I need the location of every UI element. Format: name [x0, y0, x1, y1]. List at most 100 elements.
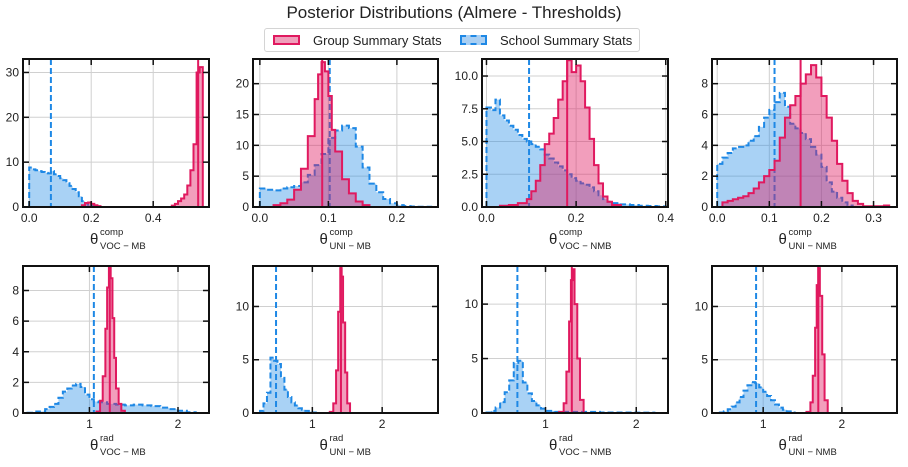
legend-label-group: Group Summary Stats	[313, 32, 442, 48]
y-tick-label: 7.5	[461, 102, 478, 116]
x-label-subscript: VOC − NMB	[559, 447, 612, 458]
x-tick-label: 0.1	[761, 211, 778, 225]
x-axis-label: θ comp UNI − NMB	[779, 227, 837, 252]
x-axis-label: θ comp VOC − MB	[90, 227, 146, 252]
y-tick-label: 5	[471, 352, 478, 366]
y-tick-label: 5	[242, 353, 249, 367]
y-tick-label: 15	[236, 108, 250, 122]
y-tick-label: 10	[6, 155, 20, 169]
axes-frame	[252, 58, 439, 208]
x-tick-label: 0.3	[865, 211, 882, 225]
legend: Group Summary Stats School Summary Stats	[264, 28, 640, 52]
hist-fill-school	[486, 99, 666, 207]
x-label-symbol: θ	[90, 231, 98, 248]
hist-outline-group	[272, 61, 371, 207]
axes-frame	[22, 265, 210, 414]
y-tick-label: 6	[701, 108, 708, 122]
plot-area	[716, 59, 891, 207]
x-label-superscript: rad	[789, 433, 803, 444]
x-label-superscript: rad	[559, 433, 573, 444]
x-label-superscript: comp	[330, 227, 353, 238]
hist-fill-group	[329, 268, 351, 413]
x-label-symbol: θ	[779, 437, 787, 454]
hist-outline-group	[80, 66, 204, 207]
x-label-symbol: θ	[90, 437, 98, 454]
x-tick-label: 1	[86, 417, 93, 431]
x-label-subscript: UNI − MB	[330, 447, 371, 458]
y-tick-label: 4	[701, 138, 708, 152]
hist-fill-group	[499, 60, 621, 207]
axes-frame	[711, 265, 898, 414]
panel-top-2: 0.0 0.1 0.2 0 5 10 15 20 θ comp UNI − MB	[236, 58, 439, 252]
x-tick-label: 1	[309, 417, 316, 431]
plot-area	[28, 59, 204, 207]
axes-frame	[711, 58, 898, 208]
hist-outline-school	[485, 359, 656, 413]
x-tick-label: 0.2	[83, 211, 100, 225]
y-tick-label: 0	[12, 200, 19, 214]
hist-fill-school	[717, 92, 853, 207]
x-tick-label: 2	[633, 417, 640, 431]
y-tick-label: 10.0	[455, 69, 479, 83]
x-tick-label: 2	[175, 417, 182, 431]
x-tick-label: 0.2	[389, 211, 406, 225]
plot-area	[258, 266, 352, 413]
axes-frame	[252, 265, 439, 414]
y-tick-label: 2	[701, 169, 708, 183]
axes-frame	[481, 265, 669, 414]
x-tick-label: 2	[379, 417, 386, 431]
x-label-subscript: VOC − NMB	[559, 241, 612, 252]
x-axis-label: θ rad UNI − MB	[320, 433, 371, 458]
x-label-symbol: θ	[779, 231, 787, 248]
x-tick-label: 0.1	[320, 211, 337, 225]
y-tick-label: 10	[695, 299, 709, 313]
figure-title: Posterior Distributions (Almere - Thresh…	[286, 3, 622, 22]
panel-top-3: 0.0 0.2 0.4 0.0 2.5 5.0 7.5 10.0 θ comp VOC − NMB	[455, 58, 674, 252]
y-tick-label: 0.0	[461, 200, 478, 214]
hist-fill-school	[29, 167, 101, 207]
y-tick-label: 0	[242, 200, 249, 214]
x-tick-label: 0.0	[478, 211, 495, 225]
hist-fill-group	[806, 268, 828, 413]
y-tick-label: 0	[471, 406, 478, 420]
hist-fill-group	[81, 67, 203, 207]
plot-area	[485, 59, 667, 207]
hist-fill-school	[259, 357, 316, 413]
y-tick-label: 20	[236, 77, 250, 91]
x-tick-label: 0.0	[21, 211, 38, 225]
x-label-symbol: θ	[549, 437, 557, 454]
hist-outline-school	[716, 91, 854, 207]
hist-outline-school	[258, 124, 433, 207]
x-tick-label: 1	[760, 417, 767, 431]
y-tick-label: 8	[12, 284, 19, 298]
x-axis-label: θ rad VOC − NMB	[549, 433, 612, 458]
x-tick-label: 0.4	[657, 211, 674, 225]
panel-bottom-1: 1 2 0 2 4 6 8 θ rad VOC − MB	[12, 265, 210, 458]
x-tick-label: 1	[542, 417, 549, 431]
x-label-symbol: θ	[320, 231, 328, 248]
panel-top-1: 0.0 0.2 0.4 0 10 20 30 θ comp VOC − MB	[6, 58, 210, 252]
x-label-superscript: rad	[330, 433, 344, 444]
x-tick-label: 0.4	[145, 211, 162, 225]
hist-outline-group	[498, 59, 622, 207]
x-label-superscript: comp	[100, 227, 123, 238]
y-tick-label: 20	[6, 110, 20, 124]
x-label-subscript: VOC − MB	[100, 447, 146, 458]
x-label-subscript: UNI − NMB	[789, 447, 837, 458]
axes-frame	[22, 58, 210, 208]
hist-outline-school	[258, 356, 317, 413]
x-label-symbol: θ	[549, 231, 557, 248]
x-tick-label: 2	[839, 417, 846, 431]
y-tick-label: 30	[6, 65, 20, 79]
hist-outline-school	[28, 166, 102, 207]
y-tick-label: 2.5	[461, 167, 478, 181]
x-axis-label: θ rad VOC − MB	[90, 433, 146, 458]
y-tick-label: 5.0	[461, 135, 478, 149]
x-tick-label: 0.0	[252, 211, 269, 225]
hist-fill-school	[259, 125, 432, 207]
y-tick-label: 10	[465, 297, 479, 311]
y-tick-label: 10	[236, 138, 250, 152]
x-label-symbol: θ	[320, 437, 328, 454]
y-tick-label: 0	[701, 200, 708, 214]
